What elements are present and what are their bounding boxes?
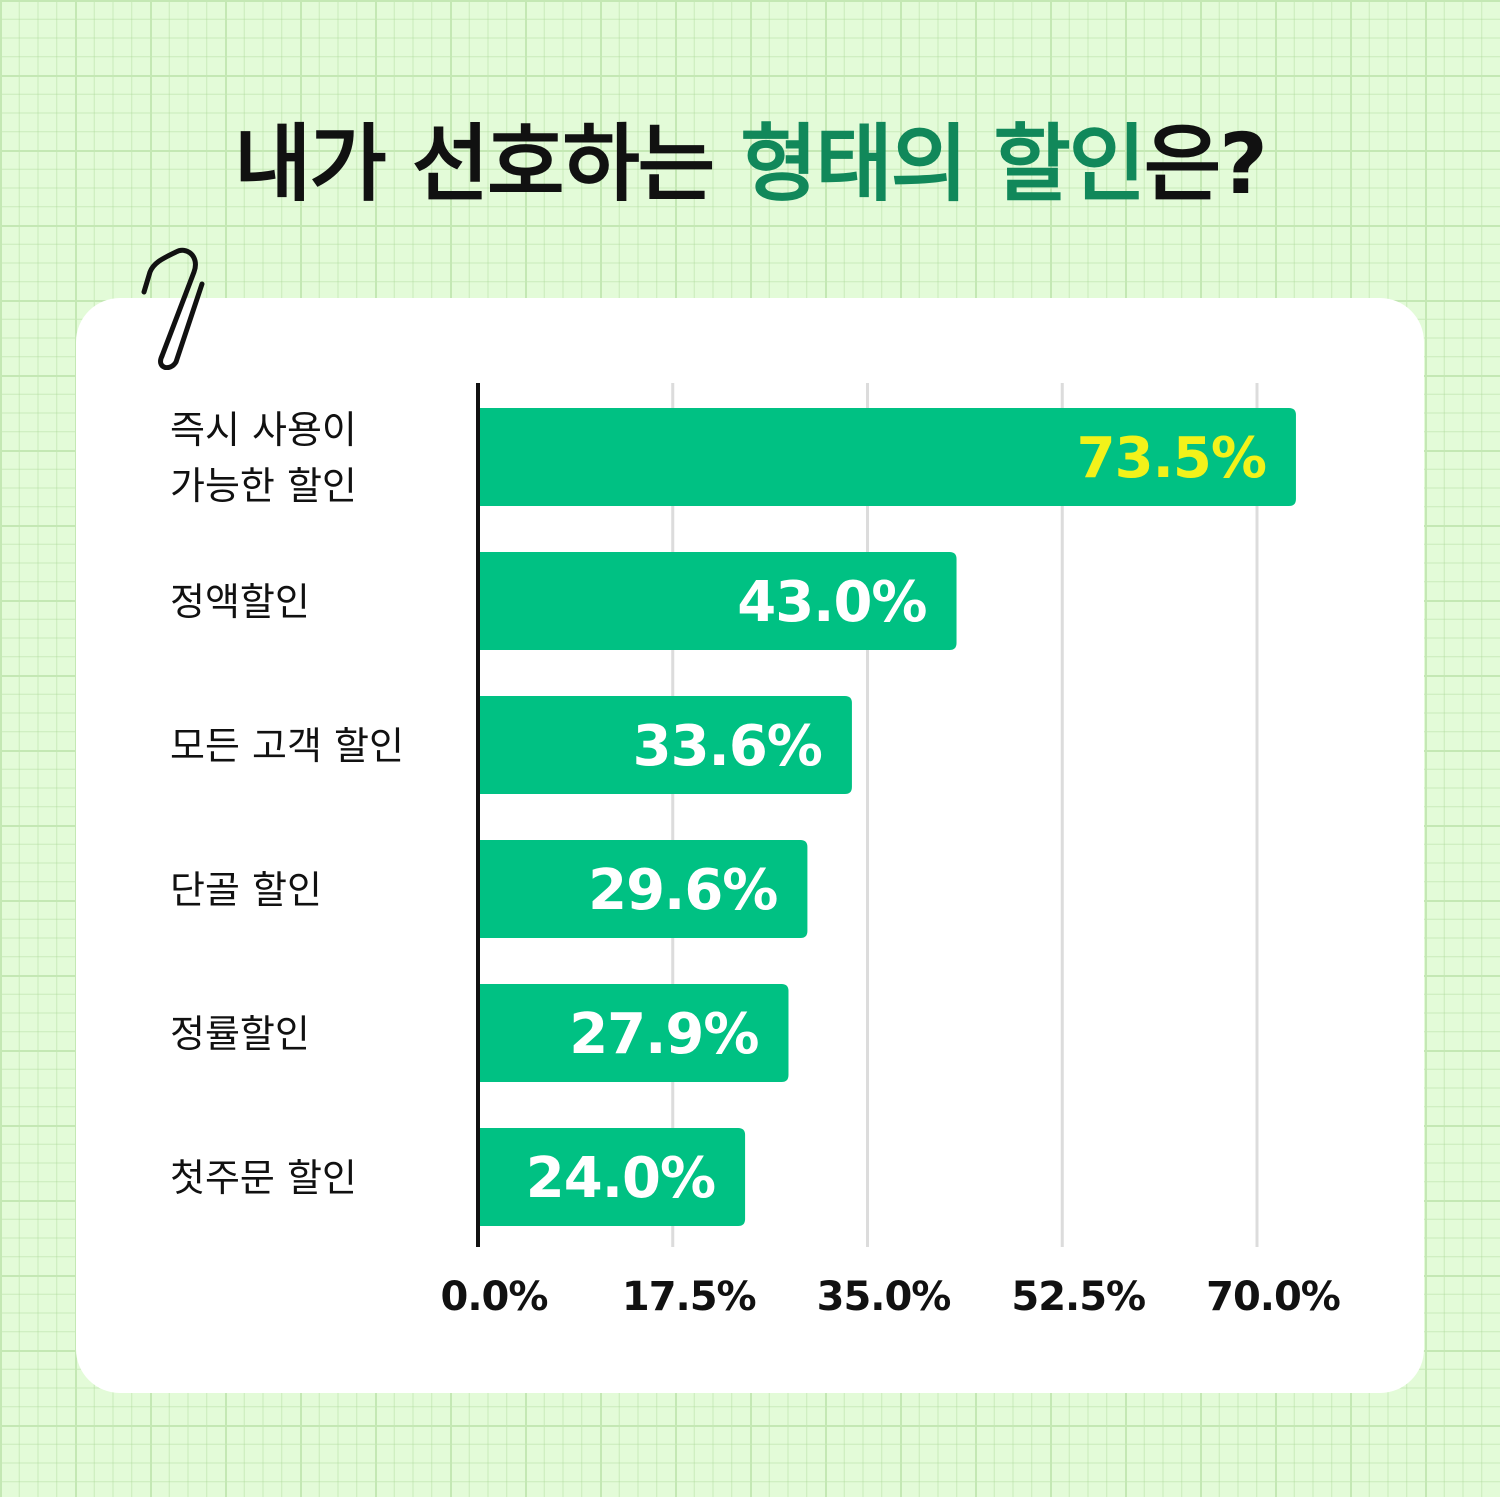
category-label: 첫주문 할인 xyxy=(170,1156,357,1200)
x-tick-label: 52.5% xyxy=(1011,1274,1145,1320)
bar xyxy=(478,984,789,1082)
x-tick-label: 17.5% xyxy=(622,1274,756,1320)
bars xyxy=(478,408,1296,1226)
title-prefix: 내가 선호하는 xyxy=(234,115,741,213)
x-tick-label: 0.0% xyxy=(441,1274,548,1320)
category-label: 모든 고객 할인 xyxy=(170,724,404,768)
bar-value-label: 43.0% xyxy=(737,570,926,635)
bar-value-label: 27.9% xyxy=(569,1002,758,1067)
paperclip-icon xyxy=(141,247,205,370)
category-label: 정률할인 xyxy=(170,1012,310,1056)
grid-lines xyxy=(671,383,1259,1247)
bar xyxy=(478,408,1296,506)
bar-value-label: 24.0% xyxy=(526,1146,715,1211)
category-label: 가능한 할인 xyxy=(170,464,357,508)
chart-title: 내가 선호하는 형태의 할인은? xyxy=(0,118,1500,210)
bar xyxy=(478,696,852,794)
bar xyxy=(478,1128,746,1226)
title-accent: 형태의 할인 xyxy=(740,115,1146,213)
x-tick-label: 70.0% xyxy=(1206,1274,1340,1320)
bar-value-label: 29.6% xyxy=(588,858,777,923)
category-label: 단골 할인 xyxy=(170,868,322,912)
bar-value-label: 33.6% xyxy=(633,714,822,779)
bar xyxy=(478,552,957,650)
x-tick-label: 35.0% xyxy=(817,1274,951,1320)
bar-value-label: 73.5% xyxy=(1077,426,1266,491)
title-suffix: 은? xyxy=(1143,115,1268,213)
bar xyxy=(478,840,808,938)
category-label: 즉시 사용이 xyxy=(170,408,357,452)
category-label: 정액할인 xyxy=(170,580,310,624)
